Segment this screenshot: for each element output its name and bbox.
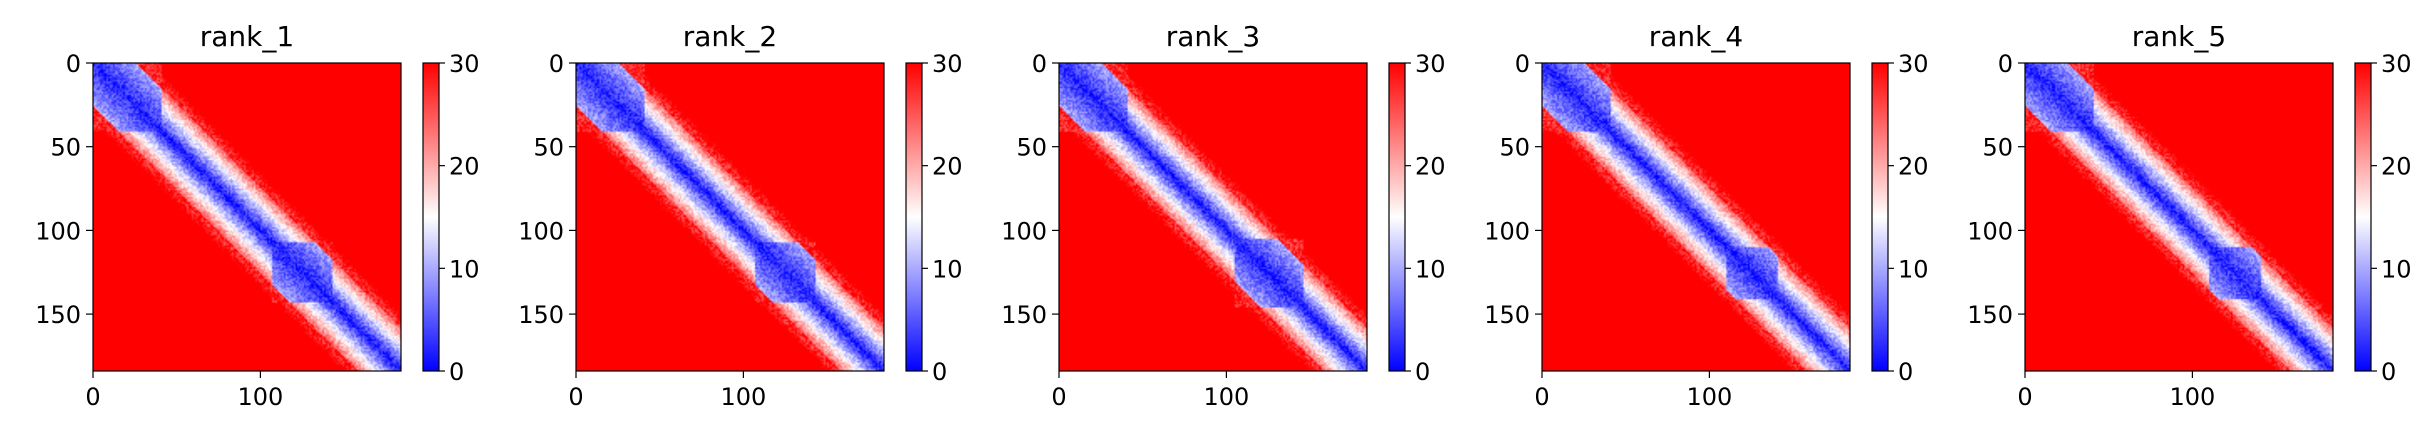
y-tick-label: 100	[35, 217, 81, 245]
x-tick-label: 0	[1051, 383, 1066, 411]
y-tick-label: 0	[66, 50, 81, 78]
heatmap-image	[2025, 63, 2333, 371]
colorbar-tick-label: 30	[2381, 50, 2412, 78]
colorbar-tick-label: 0	[932, 358, 947, 386]
colorbar-tick-label: 20	[2381, 153, 2412, 181]
heatmap-image	[1542, 63, 1850, 371]
chart-title: rank_1	[200, 20, 294, 53]
y-tick-label: 150	[518, 301, 564, 329]
panel-3: rank_3 0 50 100 150 0 100 0 10 20 30	[1001, 20, 1445, 411]
y-tick-label: 50	[1499, 134, 1530, 162]
colorbar-tick-label: 30	[1415, 50, 1446, 78]
plot-frame	[1058, 62, 1368, 372]
colorbar-tick-label: 10	[932, 255, 963, 283]
plot-frame	[1541, 62, 1851, 372]
y-tick-label: 150	[1484, 301, 1530, 329]
y-tick-label: 50	[50, 134, 81, 162]
y-tick-label: 100	[1484, 217, 1530, 245]
y-tick-label: 50	[1982, 134, 2013, 162]
x-tick-label: 100	[720, 383, 766, 411]
panel-4: rank_4 0 50 100 150 0 100 0 10 20 30	[1484, 20, 1928, 411]
colorbar-tick-label: 10	[2381, 255, 2412, 283]
y-tick-label: 50	[533, 134, 564, 162]
colorbar	[422, 62, 440, 372]
x-tick-label: 100	[1686, 383, 1732, 411]
colorbar-tick-label: 20	[932, 153, 963, 181]
x-tick-label: 100	[1203, 383, 1249, 411]
x-tick-label: 100	[2169, 383, 2215, 411]
x-tick-label: 0	[568, 383, 583, 411]
colorbar-tick-label: 20	[1415, 153, 1446, 181]
x-tick-label: 0	[2017, 383, 2032, 411]
y-tick-label: 150	[1967, 301, 2013, 329]
x-tick-label: 0	[85, 383, 100, 411]
colorbar-tick-label: 10	[1898, 255, 1929, 283]
colorbar-tick-label: 0	[1898, 358, 1913, 386]
y-tick-label: 100	[518, 217, 564, 245]
colorbar-tick-label: 0	[1415, 358, 1430, 386]
panel-2: rank_2 0 50 100 150 0 100 0 10 20 30	[518, 20, 962, 411]
y-tick-label: 100	[1967, 217, 2013, 245]
colorbar-tick-label: 30	[932, 50, 963, 78]
heatmap-image	[1059, 63, 1367, 371]
chart-title: rank_4	[1649, 20, 1743, 53]
panel-1: rank_1 0 50 100 150 0 100 0 10 20 30	[35, 20, 479, 411]
colorbar-tick-label: 20	[1898, 153, 1929, 181]
y-tick-label: 150	[35, 301, 81, 329]
panel-5: rank_5 0 50 100 150 0 100 0 10 20 30	[1967, 20, 2411, 411]
y-tick-label: 0	[1032, 50, 1047, 78]
colorbar-tick-label: 10	[1415, 255, 1446, 283]
plot-frame	[2024, 62, 2334, 372]
colorbar	[905, 62, 923, 372]
plot-frame	[575, 62, 885, 372]
colorbar-tick-label: 10	[449, 255, 480, 283]
colorbar	[1388, 62, 1406, 372]
chart-title: rank_2	[683, 20, 777, 53]
x-tick-label: 0	[1534, 383, 1549, 411]
heatmap-image	[576, 63, 884, 371]
colorbar-tick-label: 20	[449, 153, 480, 181]
chart-title: rank_3	[1166, 20, 1260, 53]
y-tick-label: 0	[1998, 50, 2013, 78]
colorbar-tick-label: 30	[449, 50, 480, 78]
x-tick-label: 100	[237, 383, 283, 411]
y-tick-label: 0	[549, 50, 564, 78]
y-tick-label: 100	[1001, 217, 1047, 245]
chart-title: rank_5	[2132, 20, 2226, 53]
y-tick-label: 0	[1515, 50, 1530, 78]
plot-frame	[92, 62, 402, 372]
y-tick-label: 150	[1001, 301, 1047, 329]
colorbar	[1871, 62, 1889, 372]
y-tick-label: 50	[1016, 134, 1047, 162]
colorbar-tick-label: 0	[2381, 358, 2396, 386]
colorbar-tick-label: 0	[449, 358, 464, 386]
heatmap-image	[93, 63, 401, 371]
colorbar-tick-label: 30	[1898, 50, 1929, 78]
colorbar	[2354, 62, 2372, 372]
